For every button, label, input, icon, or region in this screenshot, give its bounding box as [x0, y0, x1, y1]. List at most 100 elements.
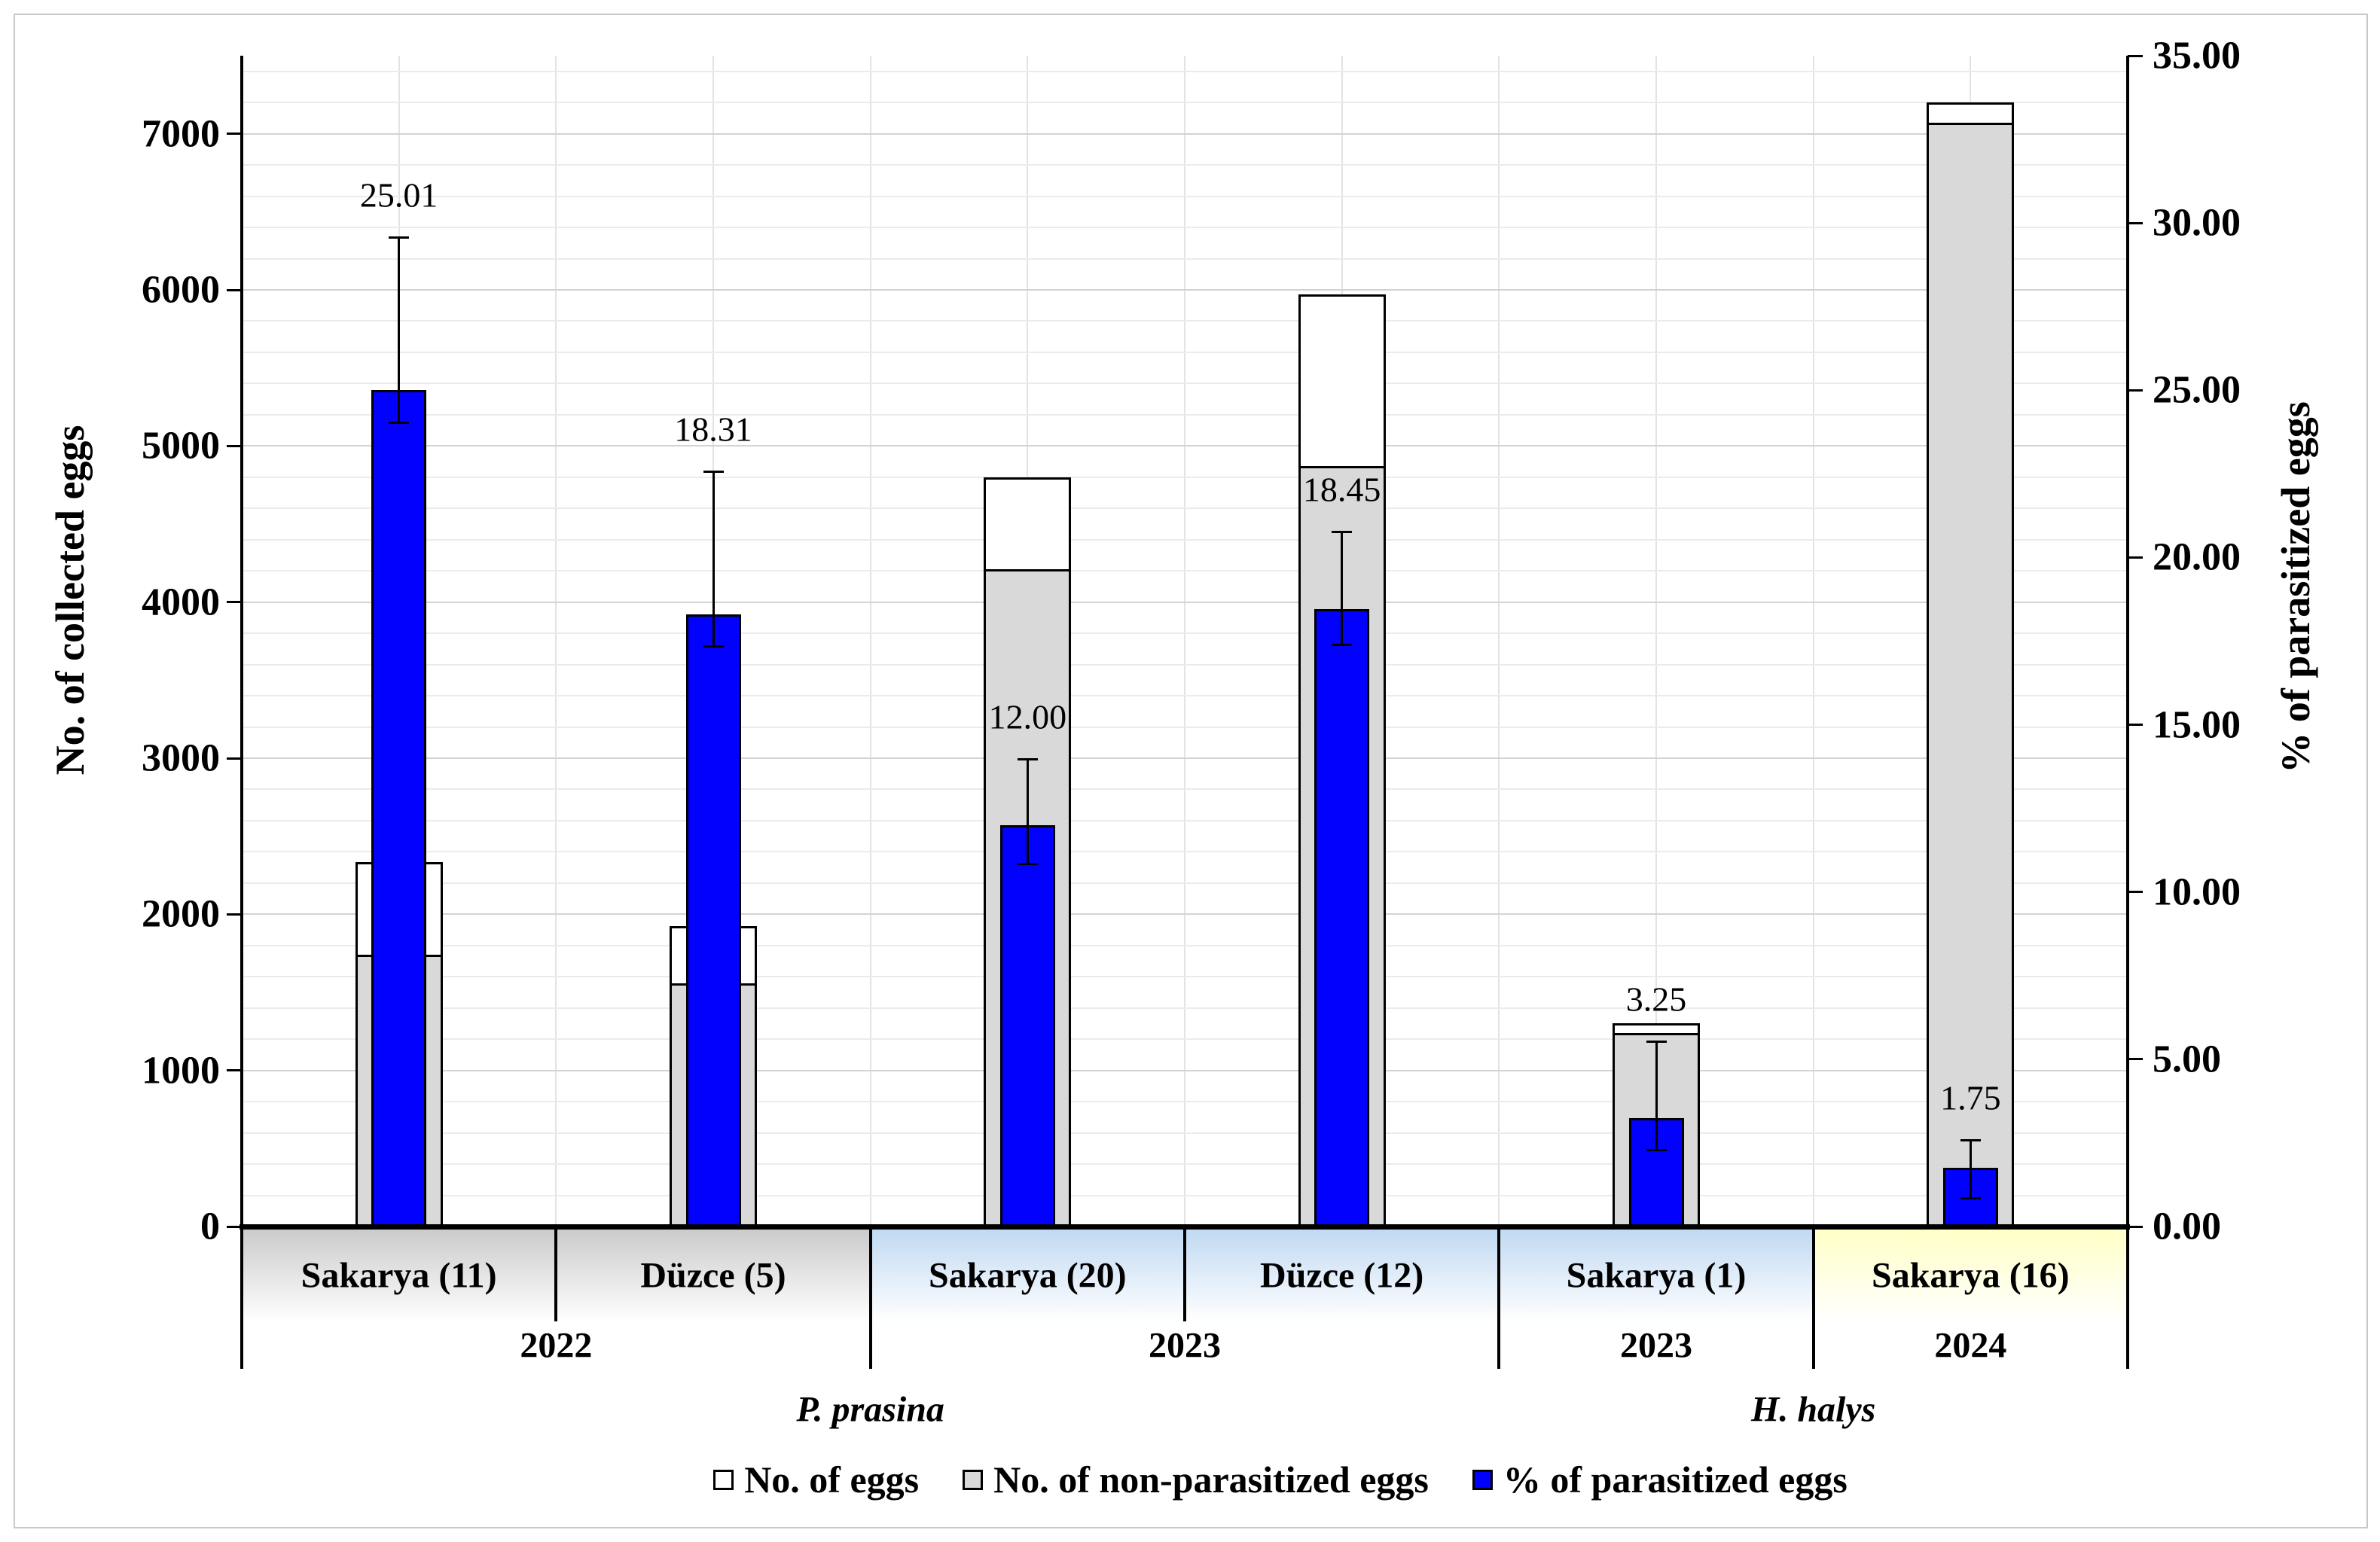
- legend-item: No. of non-parasitized eggs: [963, 1458, 1429, 1501]
- legend-label: No. of non-parasitized eggs: [993, 1458, 1429, 1501]
- gridline-h-minor: [242, 1132, 2128, 1134]
- group-separator: [1497, 1227, 1501, 1369]
- bar-percent-parasitized: [371, 389, 427, 1227]
- gridline-h-minor: [242, 663, 2128, 666]
- left-axis-tick: [227, 133, 242, 136]
- gridline-h-minor: [242, 227, 2128, 229]
- gridline-h-major: [242, 1069, 2128, 1071]
- error-bar-cap-top: [1960, 1139, 1981, 1142]
- gridline-h-major: [242, 913, 2128, 916]
- right-axis-tick-label: 5.00: [2153, 1038, 2221, 1081]
- data-label: 12.00: [988, 697, 1067, 736]
- category-label: Sakarya (20): [928, 1255, 1127, 1296]
- right-axis-tick-label: 30.00: [2153, 201, 2241, 245]
- left-axis-tick-label: 0: [200, 1205, 220, 1248]
- error-bar-cap-bottom: [1646, 1149, 1667, 1152]
- gridline-h-minor: [242, 258, 2128, 260]
- gridline-v: [1498, 56, 1500, 1227]
- gridline-h-minor: [242, 70, 2128, 72]
- legend-item: % of parasitized eggs: [1472, 1458, 1848, 1501]
- gridline-h-minor: [242, 476, 2128, 478]
- left-axis-tick: [227, 1225, 242, 1228]
- gridline-h-minor: [242, 507, 2128, 510]
- gridline-h-minor: [242, 726, 2128, 728]
- gridline-h-minor: [242, 695, 2128, 697]
- error-bar-line: [1341, 530, 1344, 647]
- right-axis-tick-label: 15.00: [2153, 703, 2241, 747]
- right-axis-tick-label: 0.00: [2153, 1205, 2221, 1248]
- gridline-h-minor: [242, 944, 2128, 946]
- legend: No. of eggs No. of non-parasitized eggs % …: [90, 1449, 2380, 1510]
- gridline-v: [1812, 56, 1814, 1227]
- category-band: [870, 1227, 1814, 1321]
- category-separator: [554, 1227, 558, 1321]
- right-axis-tick-label: 25.00: [2153, 368, 2241, 412]
- gridline-v: [869, 56, 871, 1227]
- left-axis-tick: [227, 913, 242, 916]
- right-axis-tick-label: 10.00: [2153, 870, 2241, 914]
- right-axis-line: [2126, 56, 2129, 1369]
- left-axis-tick: [227, 757, 242, 760]
- category-label: Düzce (5): [640, 1255, 786, 1296]
- data-label: 3.25: [1625, 980, 1687, 1019]
- data-label: 18.31: [674, 410, 752, 449]
- category-label: Sakarya (11): [301, 1255, 497, 1296]
- gridline-h-major: [242, 133, 2128, 135]
- species-group-label: H. halys: [1750, 1389, 1876, 1430]
- gridline-h-major: [242, 445, 2128, 447]
- error-bar-line: [1969, 1139, 1972, 1200]
- category-band: [1813, 1227, 2128, 1321]
- data-label: 25.01: [359, 175, 438, 215]
- gridline-h-minor: [242, 976, 2128, 978]
- error-bar-cap-bottom: [389, 421, 410, 424]
- left-axis-tick: [227, 601, 242, 604]
- gridline-v: [1184, 56, 1185, 1227]
- right-axis-tick: [2128, 54, 2143, 57]
- gridline-h-minor: [242, 570, 2128, 572]
- gridline-h-minor: [242, 195, 2128, 197]
- right-axis-tick-label: 35.00: [2153, 34, 2241, 78]
- year-group-label: 2024: [1934, 1325, 2007, 1366]
- category-label: Sakarya (1): [1566, 1255, 1747, 1296]
- year-group-label: 2023: [1149, 1325, 1221, 1366]
- species-group-label: P. prasina: [796, 1389, 944, 1430]
- legend-swatch-icon: [1472, 1469, 1493, 1490]
- error-bar-line: [1026, 758, 1029, 866]
- right-axis-tick: [2128, 891, 2143, 894]
- legend-item: No. of eggs: [713, 1458, 919, 1501]
- error-bar-cap-bottom: [1960, 1197, 1981, 1200]
- bar-percent-parasitized: [685, 614, 741, 1227]
- right-axis-tick: [2128, 1225, 2143, 1228]
- bar-percent-parasitized: [999, 824, 1055, 1227]
- right-axis-tick: [2128, 389, 2143, 392]
- gridline-h-minor: [242, 1163, 2128, 1166]
- error-bar-cap-top: [1332, 530, 1353, 533]
- right-axis-tick: [2128, 221, 2143, 224]
- left-axis-line: [240, 56, 243, 1369]
- gridline-h-minor: [242, 382, 2128, 385]
- category-separator: [1183, 1227, 1186, 1321]
- bar-non-parasitized: [1927, 123, 2015, 1227]
- gridline-h-minor: [242, 1038, 2128, 1041]
- category-label: Düzce (12): [1260, 1255, 1424, 1296]
- right-axis-tick: [2128, 724, 2143, 727]
- gridline-v: [1655, 56, 1657, 1227]
- left-axis-tick: [227, 444, 242, 447]
- left-axis-tick: [227, 288, 242, 291]
- x-axis-baseline: [240, 1224, 2130, 1230]
- error-bar-cap-top: [1017, 758, 1038, 760]
- error-bar-cap-bottom: [1332, 644, 1353, 647]
- gridline-h-minor: [242, 1007, 2128, 1009]
- gridline-h-minor: [242, 882, 2128, 884]
- right-axis-tick: [2128, 1058, 2143, 1061]
- gridline-h-major: [242, 757, 2128, 759]
- left-axis-tick-label: 4000: [142, 581, 220, 624]
- data-label: 1.75: [1940, 1078, 2001, 1117]
- year-group-label: 2022: [520, 1325, 593, 1366]
- bar-percent-parasitized: [1314, 609, 1370, 1227]
- gridline-h-major: [242, 289, 2128, 291]
- legend-swatch-icon: [963, 1469, 984, 1490]
- error-bar-line: [1655, 1041, 1658, 1152]
- left-axis-tick-label: 5000: [142, 424, 220, 468]
